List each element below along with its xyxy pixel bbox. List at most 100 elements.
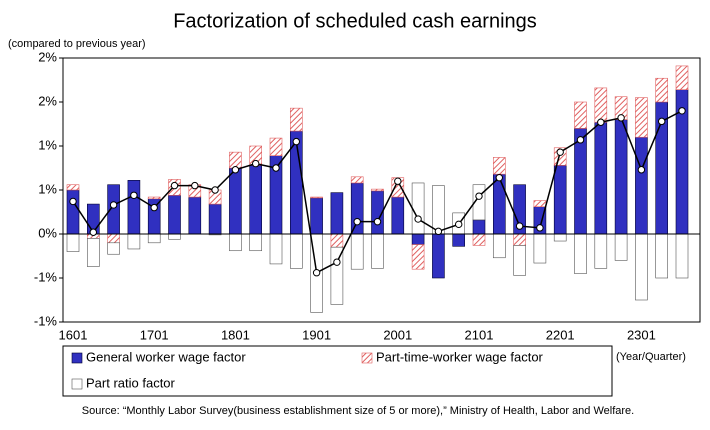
y-tick-label: 2% [38,49,57,64]
bar [371,188,384,192]
x-tick-label: 1801 [221,327,250,342]
bar [492,173,506,235]
line-point [231,166,240,174]
line-point [678,107,686,115]
bar [229,167,242,235]
bar [249,233,262,252]
legend-swatch [71,378,83,390]
bar [432,233,445,279]
bar [147,233,161,244]
legend-label: Part ratio factor [86,375,176,390]
x-axis-label: (Year/Quarter) [616,351,686,363]
bar [492,157,506,175]
line-point [536,224,544,232]
bar [147,196,161,200]
bar [533,200,547,208]
bar [533,233,547,264]
x-tick-label: 2301 [627,327,656,342]
line-point [455,220,463,229]
bar [66,233,80,252]
bar [675,233,689,279]
bar [452,233,466,247]
bar [371,233,384,269]
line-point [434,227,443,236]
y-tick-label: -1% [34,313,58,328]
bar [249,165,262,235]
bar [188,196,202,235]
bar [310,196,323,199]
bar [635,97,648,138]
bar [492,233,506,259]
line-point [658,117,666,126]
bar [675,65,689,90]
legend-label: General worker wage factor [86,349,246,364]
y-tick-label: 2% [38,93,57,108]
line-point [211,186,219,194]
legend-label: Part-time-worker wage factor [376,349,544,364]
line-point [353,217,361,226]
bar [655,233,669,279]
line-point [272,164,280,172]
bar [574,128,587,235]
x-tick-label: 1601 [59,327,88,342]
bar [289,233,303,269]
bar [594,121,608,235]
bar [513,245,526,276]
line-point [89,228,98,236]
bar [472,233,486,246]
x-tick-label: 2101 [465,327,494,342]
bar [350,176,364,184]
bar [107,242,120,255]
x-tick-label: 1701 [140,327,169,342]
bar [229,151,242,169]
bar [127,180,141,235]
source: Source: “Monthly Labor Survey(business e… [82,405,634,417]
line-point [252,159,260,168]
x-tick-label: 2201 [546,327,575,342]
bar [411,244,425,270]
line-point [333,258,341,266]
subtitle: (compared to previous year) [8,38,146,50]
line-point [109,201,118,209]
bar [269,233,283,265]
x-tick-label: 1901 [302,327,331,342]
line-point [170,181,179,190]
bar [635,136,648,235]
line-point [475,192,483,200]
legend-swatch [361,352,373,364]
bar [350,233,364,270]
bar [614,233,628,261]
bar [411,182,425,235]
bar [553,165,567,235]
bar [594,233,608,269]
y-tick-label: 1% [38,137,57,152]
y-tick-label: -1% [34,269,58,284]
bar [87,238,100,267]
bar [168,194,181,235]
bar [289,107,303,132]
line-point [130,191,138,199]
chart-title: Factorization of scheduled cash earnings [173,10,537,32]
line-point [495,173,503,182]
bar [391,196,405,235]
line-point [69,197,77,206]
bar [411,233,425,245]
bar [229,233,242,252]
bar [594,87,608,123]
line-point [394,177,402,185]
bar [330,233,344,248]
bar [66,189,80,235]
y-tick-label: 0% [38,225,57,240]
bar [350,182,364,235]
line-point [312,269,321,277]
bar [66,184,80,191]
line-point [414,215,422,223]
bar [310,197,323,235]
bar [127,233,141,250]
bar [655,77,669,103]
bar [513,233,526,246]
line-point [515,222,524,230]
bar [330,246,344,305]
line-point [617,114,625,122]
